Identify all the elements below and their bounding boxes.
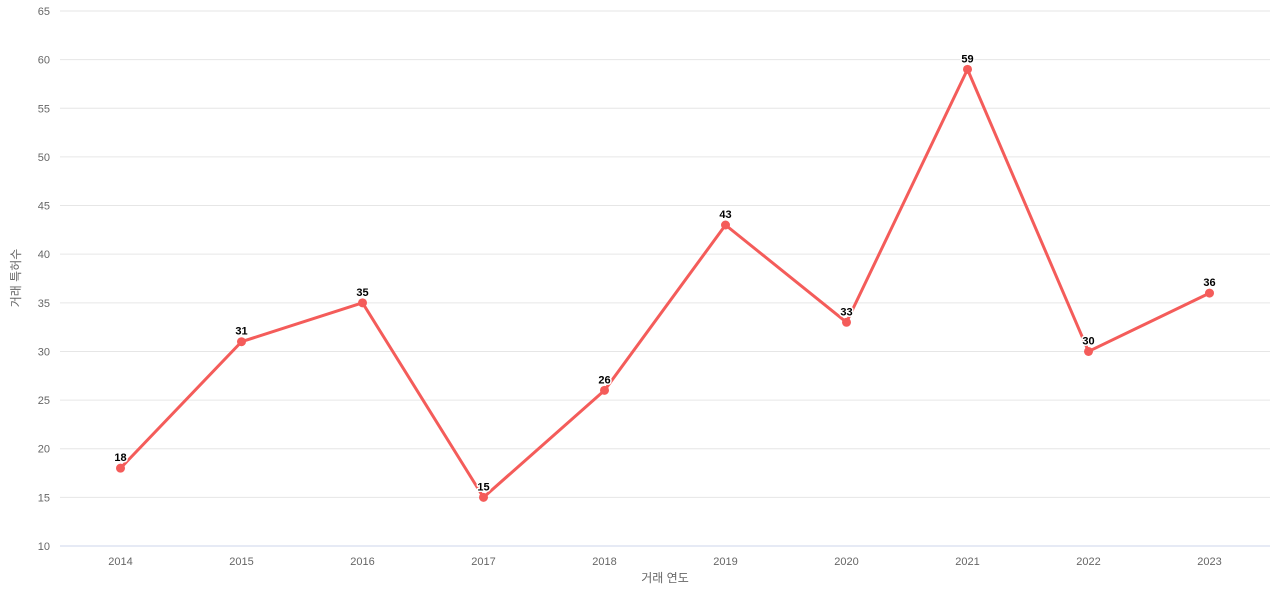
y-axis-tick-labels: 10 15 20 25 30 35 40 45 50 55 60 65 bbox=[38, 6, 50, 553]
y-tick-label: 50 bbox=[38, 152, 50, 164]
x-tick-label-2023: 2023 bbox=[1197, 556, 1221, 568]
x-axis-tick-labels: 2014 2015 2016 2017 2018 2019 2020 2021 2022 2023 bbox=[108, 556, 1221, 568]
y-tick-label: 60 bbox=[38, 55, 50, 67]
data-point-labels: 18 31 35 15 26 43 33 59 30 36 bbox=[113, 52, 1217, 495]
data-label-2016: 35 bbox=[356, 287, 368, 299]
series-line bbox=[119, 67, 1211, 499]
data-label-2020: 33 bbox=[840, 306, 852, 318]
data-point-2015[interactable] bbox=[237, 337, 246, 347]
data-point-2017[interactable] bbox=[479, 492, 488, 502]
x-tick-label-2017: 2017 bbox=[471, 556, 495, 568]
data-point-2019[interactable] bbox=[721, 220, 730, 230]
data-point-2014[interactable] bbox=[116, 463, 125, 473]
data-label-2023: 36 bbox=[1203, 277, 1215, 289]
data-label-2018: 26 bbox=[598, 374, 610, 386]
y-tick-label: 45 bbox=[38, 201, 50, 213]
y-tick-label: 10 bbox=[38, 541, 50, 553]
data-label-2022: 30 bbox=[1082, 335, 1094, 347]
y-tick-label: 65 bbox=[38, 6, 50, 18]
data-label-2019: 43 bbox=[719, 209, 731, 221]
x-tick-label-2015: 2015 bbox=[229, 556, 253, 568]
gridlines bbox=[60, 10, 1270, 547]
y-tick-label: 30 bbox=[38, 346, 50, 358]
series-line-group bbox=[119, 67, 1211, 499]
x-axis-title: 거래 연도 bbox=[641, 571, 689, 585]
data-point-2020[interactable] bbox=[842, 317, 851, 327]
data-point-2023[interactable] bbox=[1205, 288, 1214, 298]
data-point-2021[interactable] bbox=[963, 64, 972, 74]
x-tick-label-2022: 2022 bbox=[1076, 556, 1100, 568]
x-tick-label-2021: 2021 bbox=[955, 556, 979, 568]
y-tick-label: 25 bbox=[38, 395, 50, 407]
y-tick-label: 40 bbox=[38, 249, 50, 261]
y-tick-label: 55 bbox=[38, 103, 50, 115]
data-label-2021: 59 bbox=[961, 53, 973, 65]
x-tick-label-2018: 2018 bbox=[592, 556, 616, 568]
y-axis-title: 거래 특허수 bbox=[9, 249, 23, 308]
x-tick-label-2016: 2016 bbox=[350, 556, 374, 568]
data-point-2016[interactable] bbox=[358, 298, 367, 308]
y-tick-label: 35 bbox=[38, 298, 50, 310]
x-tick-label-2014: 2014 bbox=[108, 556, 132, 568]
x-tick-label-2020: 2020 bbox=[834, 556, 858, 568]
y-tick-label: 20 bbox=[38, 444, 50, 456]
data-label-2014: 18 bbox=[114, 452, 126, 464]
data-points bbox=[116, 64, 1214, 502]
x-tick-label-2019: 2019 bbox=[713, 556, 737, 568]
data-label-2015: 31 bbox=[235, 326, 247, 338]
y-tick-label: 15 bbox=[38, 492, 50, 504]
data-point-2022[interactable] bbox=[1084, 346, 1093, 356]
data-label-2017: 15 bbox=[477, 481, 489, 493]
data-point-2018[interactable] bbox=[600, 385, 609, 395]
